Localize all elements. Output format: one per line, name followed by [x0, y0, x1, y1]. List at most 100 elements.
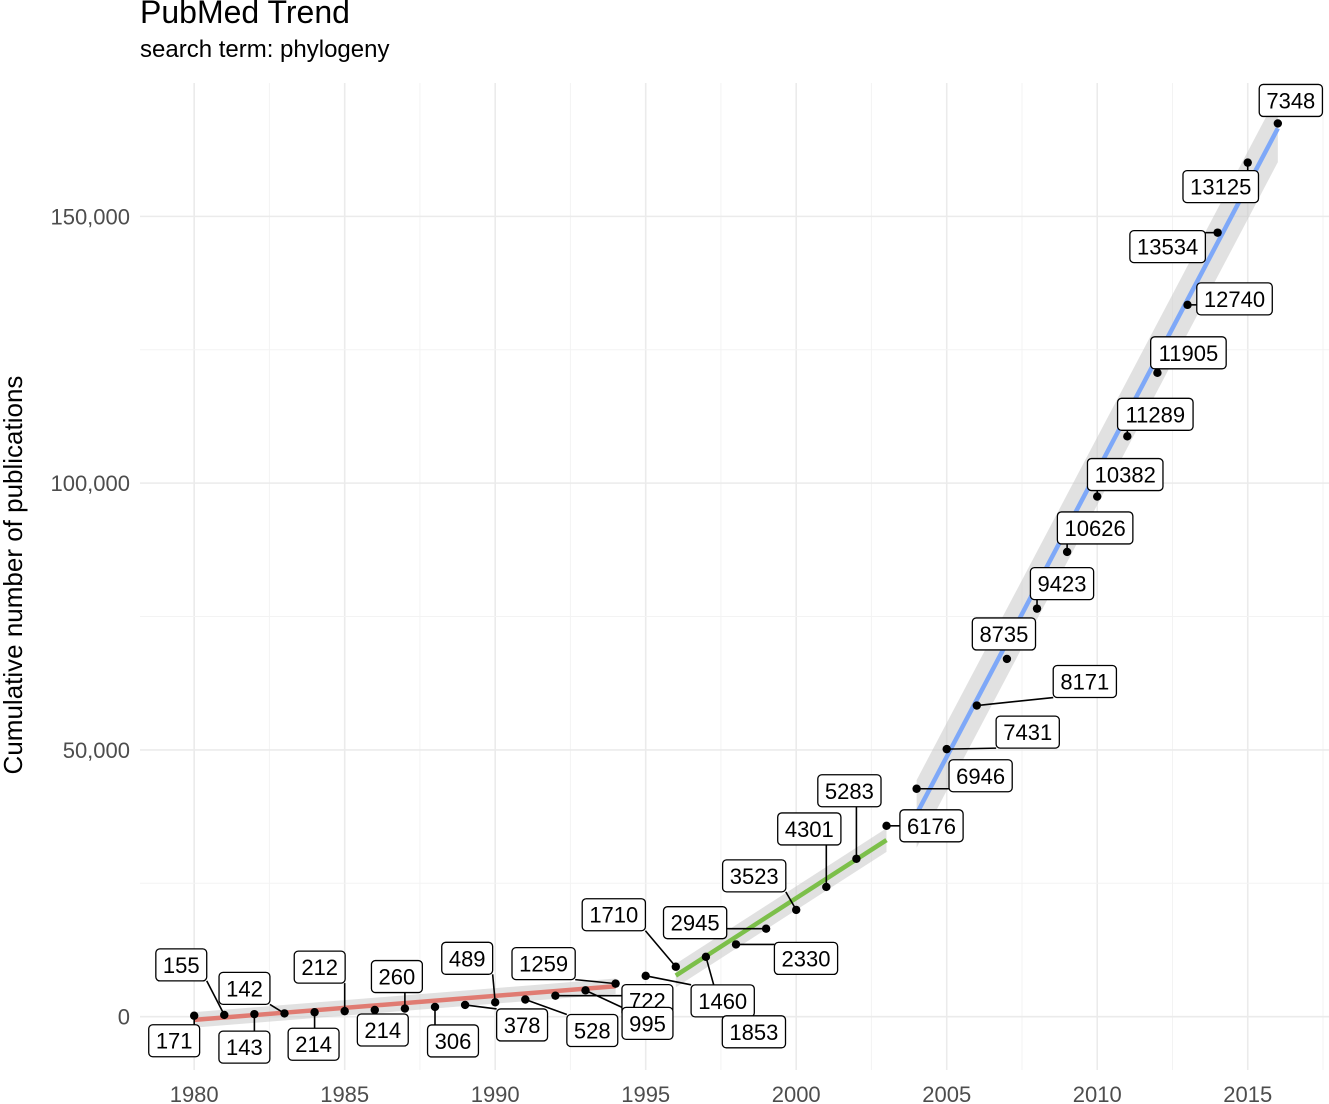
x-tick-label: 2005	[922, 1082, 971, 1104]
data-point	[581, 986, 590, 995]
y-tick-label: 50,000	[63, 738, 130, 763]
data-point	[1153, 368, 1162, 378]
data-points	[189, 119, 1283, 1020]
data-label: 7348	[1266, 88, 1315, 113]
data-label: 1460	[698, 989, 747, 1014]
data-label: 1259	[519, 952, 568, 977]
data-label-box	[1182, 169, 1260, 204]
data-label: 8171	[1060, 670, 1109, 695]
data-label-box	[148, 1024, 201, 1058]
data-label-box	[777, 812, 842, 846]
chart-subtitle: search term: phylogeny	[140, 36, 390, 63]
data-label: 10382	[1095, 463, 1156, 488]
data-point	[490, 998, 500, 1007]
data-label-box	[511, 946, 576, 981]
data-point	[761, 924, 771, 933]
data-label-box	[218, 971, 271, 1006]
data-point	[1183, 300, 1192, 310]
data-label: 2330	[782, 946, 831, 971]
data-label-box	[441, 941, 494, 975]
data-point	[671, 962, 681, 971]
data-label: 9423	[1038, 572, 1087, 597]
data-point	[430, 1002, 440, 1012]
data-label: 2945	[671, 911, 720, 936]
data-label-box	[1029, 566, 1095, 601]
chart-title: PubMed Trend	[140, 0, 350, 30]
data-point	[1093, 492, 1102, 501]
data-label: 489	[449, 946, 486, 971]
data-point	[1002, 654, 1012, 664]
data-label-box	[581, 898, 647, 932]
data-point	[972, 701, 982, 710]
x-tick-label: 1985	[320, 1082, 369, 1104]
data-point	[340, 1006, 349, 1016]
data-label: 4301	[785, 817, 834, 842]
data-point	[912, 784, 921, 793]
axis-ticks: 1980 1985 1990 1995 2000 2005 2010 2015 0 50,000 1…	[50, 204, 1272, 1104]
data-point	[792, 905, 801, 915]
x-tick-label: 2010	[1073, 1082, 1122, 1104]
data-label-box	[1196, 282, 1273, 316]
data-label: 260	[379, 965, 416, 990]
data-label-box	[971, 617, 1037, 651]
data-point	[1032, 604, 1042, 613]
x-tick-label: 1995	[621, 1082, 670, 1104]
data-label: 214	[295, 1032, 332, 1057]
data-label: 171	[156, 1029, 193, 1054]
data-label-box	[621, 1006, 674, 1041]
data-label-box	[495, 1008, 549, 1042]
data-label-box	[1056, 511, 1134, 545]
label-leader	[575, 978, 616, 985]
data-point	[1243, 158, 1252, 167]
data-label: 155	[163, 953, 200, 978]
data-point	[611, 979, 620, 988]
y-axis-title: Cumulative number of publications	[0, 376, 28, 775]
data-label-box	[690, 984, 755, 1018]
x-tick-label: 1990	[471, 1082, 520, 1104]
data-label: 212	[301, 955, 338, 980]
data-point	[400, 1004, 410, 1013]
data-point	[1273, 119, 1283, 128]
x-tick-label: 2000	[772, 1082, 821, 1104]
data-point	[370, 1005, 379, 1015]
data-point	[822, 882, 831, 892]
data-point	[521, 995, 530, 1004]
grid	[140, 83, 1329, 1070]
data-label-box	[1052, 664, 1118, 699]
data-point	[731, 940, 741, 949]
data-label-box	[721, 1015, 787, 1049]
label-leader	[206, 980, 225, 1016]
label-leader	[946, 747, 997, 750]
data-label-box	[899, 809, 964, 843]
data-label-box	[721, 859, 787, 893]
data-label-box	[948, 759, 1013, 793]
trend-line	[674, 838, 888, 978]
x-tick-label: 2015	[1223, 1082, 1272, 1104]
data-label-box	[426, 1024, 480, 1058]
data-label: 10626	[1065, 516, 1126, 541]
data-label: 13125	[1190, 175, 1251, 200]
data-label: 13534	[1137, 235, 1198, 260]
data-label-box	[155, 948, 208, 982]
data-labels: 1711551431422142122142603063784895287229…	[148, 83, 1324, 1064]
data-point	[280, 1009, 289, 1018]
data-label: 995	[629, 1011, 666, 1036]
data-label-box	[566, 1013, 619, 1048]
data-point	[551, 991, 560, 1000]
data-label: 378	[504, 1013, 541, 1038]
label-leader	[525, 998, 568, 1016]
data-point	[1123, 432, 1132, 441]
data-point	[220, 1010, 229, 1020]
data-label: 1710	[589, 903, 638, 928]
data-label: 1853	[729, 1020, 778, 1045]
data-point	[882, 821, 891, 831]
y-tick-label: 0	[118, 1005, 130, 1030]
data-point	[1213, 228, 1222, 237]
data-label: 11289	[1126, 402, 1186, 427]
data-point	[701, 952, 711, 962]
data-label-box	[356, 1013, 409, 1047]
data-point	[189, 1011, 199, 1020]
data-label: 12740	[1204, 287, 1265, 312]
label-leader	[644, 930, 677, 968]
label-leader	[976, 696, 1054, 707]
